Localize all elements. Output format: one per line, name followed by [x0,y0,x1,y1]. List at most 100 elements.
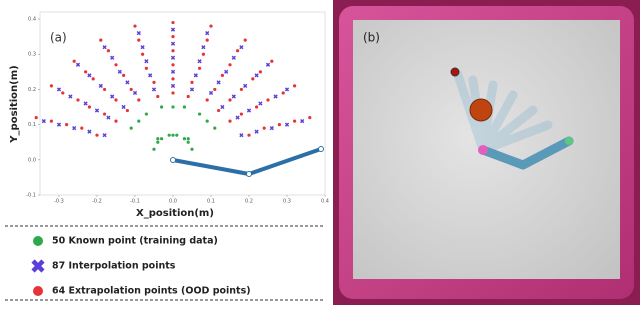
point [293,84,297,88]
point [103,87,107,92]
point [160,105,164,109]
legend-label: 87 Interpolation points [52,261,176,272]
legend-marker [33,236,43,246]
point [83,101,88,106]
point [254,129,259,134]
point [160,137,164,141]
point [170,83,176,89]
point [171,133,175,137]
point [208,90,214,96]
point [41,118,46,124]
point [239,45,244,50]
point [239,87,243,92]
point [137,119,141,123]
legend-marker [33,286,43,296]
point [201,52,205,56]
scene-panel: (b) [333,0,640,305]
point [171,20,175,25]
point [121,104,126,110]
point [94,108,100,113]
point [231,55,236,60]
x-tick-label: 0.3 [283,199,291,205]
point [136,31,141,36]
point [102,133,107,138]
y-tick-label: -0.1 [26,193,36,199]
point [144,66,148,70]
obstacle-ball [469,98,493,122]
point [95,133,99,137]
point [186,137,190,141]
point [239,112,243,116]
point [182,137,186,141]
point [266,98,270,102]
y-tick-label: 0.0 [28,157,36,163]
point [117,69,122,74]
point [235,115,240,120]
point [99,38,103,42]
legend-marker [31,259,45,273]
point [284,122,290,127]
point [133,24,137,28]
point [137,38,141,42]
point [80,126,84,130]
point [189,87,195,92]
point [213,87,217,92]
point [205,38,209,42]
point [72,126,77,131]
point [114,119,118,123]
point [186,94,190,99]
point [171,49,175,53]
point [110,94,115,99]
point [265,62,271,67]
point [102,45,107,50]
point [87,105,91,109]
point [258,70,262,74]
point [247,133,251,137]
point [198,112,202,116]
panel-label: (a) [50,31,67,45]
legend-label: 50 Known point (training data) [52,236,218,247]
chart-panel: (a) X_position(m) Y_position(m) -0.3 -0.2… [5,11,329,301]
point [141,52,145,56]
point [220,73,224,77]
point [140,45,145,50]
x-tick-label: 0.1 [207,199,215,205]
point [308,115,312,120]
point [91,77,95,81]
point [170,41,176,46]
point [205,98,209,102]
point [56,87,62,92]
point [251,77,255,81]
point [190,147,194,151]
arm-joint [246,171,252,177]
point [205,119,209,123]
point [87,73,92,78]
point [156,94,160,99]
x-axis-label: X_position(m) [136,208,214,219]
scene-drawing: (b) [363,31,574,170]
point [231,94,236,99]
point [277,123,281,127]
arm-base [478,145,488,155]
point [170,27,176,32]
point [110,55,115,60]
point [170,55,176,60]
point [273,94,278,99]
point [61,91,65,95]
arm-joint [318,146,324,152]
point [106,115,111,120]
point [156,137,160,141]
point [193,73,198,78]
x-tick-label: 0.2 [245,199,253,205]
point [205,31,210,36]
point [68,94,73,99]
point [190,80,194,84]
point [72,59,76,63]
panel-label: (b) [363,31,380,45]
point [258,101,263,106]
point [84,70,88,74]
point [239,133,244,138]
point [122,73,126,77]
point [170,69,176,74]
point [152,80,156,84]
